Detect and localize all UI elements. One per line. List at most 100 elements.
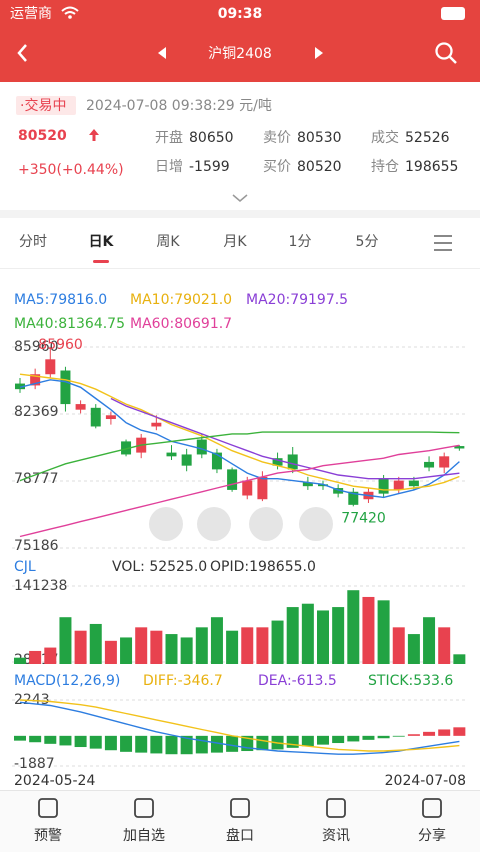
volume-bar [180,637,193,664]
header-bg [0,0,480,82]
macd-bar [226,735,239,752]
volume-bar [120,637,133,664]
period-tab[interactable]: 分时 [19,234,47,250]
nav-icon [134,798,154,818]
field-label: 日增 [155,159,183,175]
nav-icon [422,798,442,818]
prev-contract[interactable] [158,47,166,59]
y-tick-label: 141238 [14,578,67,594]
macd-line [19,699,460,752]
volume-value: VOL: 52525.0 [112,559,207,575]
field-value: 198655 [405,159,458,175]
candle-body [90,407,101,427]
max-label: 85960 [38,337,83,353]
candle-body [75,404,86,410]
period-tab[interactable]: 周K [156,234,180,250]
macd-bar [104,735,117,751]
y-tick-label: 85960 [14,339,59,355]
nav-label[interactable]: 盘口 [226,827,254,844]
volume-bar [74,630,87,664]
volume-bar [317,610,329,664]
carrier: 运营商 [10,6,52,22]
macd-bar [362,735,375,740]
macd-bar [44,735,57,744]
ma-legend: MA60:80691.7 [130,316,232,332]
candle-body [105,415,116,420]
min-label: 77420 [341,510,386,526]
candle-body [242,480,253,496]
macd-bar [29,735,42,743]
period-tab[interactable]: 月K [223,234,247,250]
volume-bar [29,650,42,664]
menu-icon[interactable] [434,235,452,251]
volume-bar [150,630,163,664]
nav-icon [326,798,346,818]
volume-bar [438,627,451,664]
ma-line [19,373,460,491]
nav-label[interactable]: 分享 [418,827,446,844]
volume-bar [89,623,102,664]
candle-body [454,446,465,449]
expand-chevron[interactable] [232,194,248,202]
candle-body [211,452,222,470]
timestamp: 2024-07-08 09:38:29 元/吨 [86,98,272,114]
macd-bar [14,735,26,741]
ma-line [19,379,460,499]
period-tab[interactable]: 5分 [356,234,379,250]
volume-bar [210,617,223,664]
macd-bar [59,735,72,746]
candle-body [60,370,71,405]
back-button[interactable] [17,44,27,62]
up-arrow [89,129,99,141]
next-contract[interactable] [315,47,323,59]
volume-bar [377,600,390,664]
period-tab[interactable]: 1分 [289,234,312,250]
macd-bar [74,735,87,748]
candle-body [151,422,162,427]
macd-bar [210,735,223,753]
scroll-left[interactable] [149,507,183,541]
clock: 09:38 [218,6,263,22]
nav-label[interactable]: 预警 [34,828,62,844]
macd-legend: DEA:-613.5 [258,673,337,689]
bottom-bar [0,790,480,852]
price-change: +350(+0.44%) [18,162,124,178]
candle-body [121,441,132,455]
volume-bar [241,627,254,664]
volume-bar [423,617,436,664]
candle-body [393,480,404,490]
period-tab[interactable]: 日K [89,234,115,250]
volume-bar [59,617,72,664]
macd-bar [407,734,420,736]
macd-bar [286,735,299,748]
field-label: 卖价 [263,130,291,146]
y-tick-label: 82369 [14,404,59,420]
zoom-in[interactable] [249,507,283,541]
y-tick-label: 78777 [14,471,59,487]
volume-bar [271,620,284,664]
end-date: 2024-07-08 [385,773,466,789]
macd-bar [135,735,148,753]
search-button[interactable] [435,42,457,64]
volume-bar [347,590,360,664]
nav-label[interactable]: 资讯 [322,828,350,844]
wifi-icon [61,6,79,15]
tab-indicator [93,260,109,263]
nav-title: 沪铜2408 [208,46,272,62]
macd-bar [392,735,405,737]
volume-bar [226,630,239,664]
candle-body [333,488,344,494]
macd-bar [180,735,193,755]
field-label: 开盘 [155,129,183,146]
volume-bar [135,627,148,664]
volume-bar [392,627,405,664]
ma-line [19,431,460,482]
macd-bar [89,735,102,749]
field-value: 80650 [189,130,234,146]
nav-label[interactable]: 加自选 [123,828,165,844]
volume-bar [195,627,208,664]
candle-body [302,482,313,487]
zoom-out[interactable] [299,507,333,541]
scroll-right[interactable] [197,507,231,541]
